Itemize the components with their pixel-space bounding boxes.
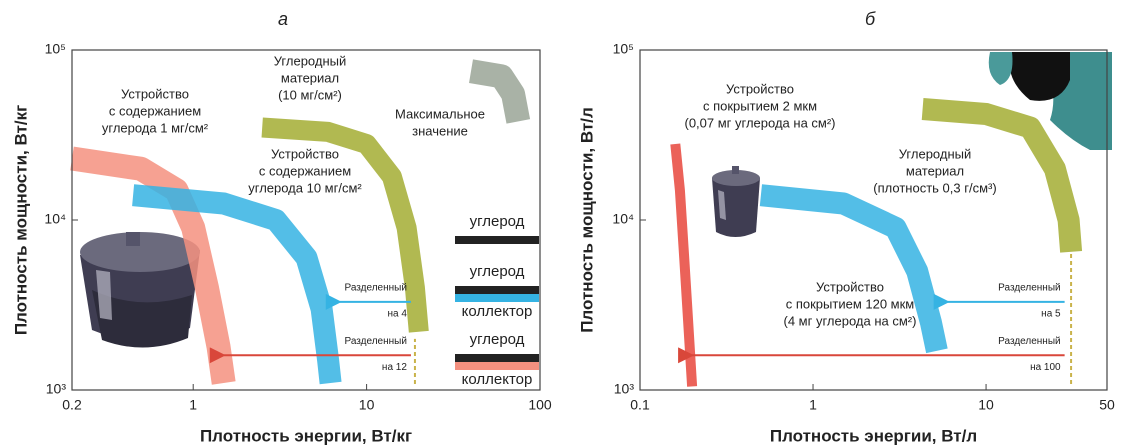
y-axis-label: Плотность мощности, Вт/л <box>577 107 596 333</box>
gloves-image <box>989 52 1112 150</box>
x-tick-label: 1 <box>809 397 817 413</box>
annotation: Устройство <box>816 279 884 294</box>
figure: а Плотность энергии, Вт/кг Плотность мощно… <box>0 0 1126 448</box>
annotation: Устройство <box>271 146 339 161</box>
arrow-label: на 5 <box>1041 308 1061 319</box>
x-tick-label: 0.1 <box>630 397 650 413</box>
annotation: с покрытием 2 мкм <box>703 98 817 113</box>
annotation: материал <box>281 70 339 85</box>
annotation: (4 мг углерода на см²) <box>784 313 917 328</box>
legend-swatch <box>455 362 539 370</box>
x-tick-label: 10 <box>359 397 375 413</box>
panel: а Плотность энергии, Вт/кг Плотность мощно… <box>11 9 551 446</box>
annotation: с содержанием <box>109 103 201 118</box>
legend-swatch <box>455 286 539 294</box>
annotation: (10 мг/см²) <box>278 87 342 102</box>
legend-swatch <box>455 236 539 244</box>
annotation: с содержанием <box>259 163 351 178</box>
panel-title: а <box>278 9 288 29</box>
arrow-label: Разделенный <box>344 336 406 347</box>
y-tick-label: 10³ <box>614 381 635 397</box>
annotation: Устройство <box>726 81 794 96</box>
annotation: Максимальное <box>395 106 485 121</box>
x-tick-label: 10 <box>978 397 994 413</box>
y-tick-label: 10⁵ <box>613 41 634 57</box>
arrow-label: на 12 <box>382 362 407 373</box>
y-tick-label: 10⁴ <box>612 211 634 227</box>
annotation: Устройство <box>121 86 189 101</box>
arrow-label: на 100 <box>1030 362 1061 373</box>
annotation: (плотность 0,3 г/см³) <box>873 180 996 195</box>
y-axis-label: Плотность мощности, Вт/кг <box>11 105 30 335</box>
annotation: углерода 1 мг/см² <box>102 120 209 135</box>
annotation: Углеродный <box>274 53 347 68</box>
arrow-label: Разделенный <box>344 282 406 293</box>
legend-label: углерод <box>470 213 525 230</box>
band <box>675 144 692 386</box>
legend-label: углерод <box>470 263 525 280</box>
y-tick-label: 10⁴ <box>44 211 66 227</box>
x-tick-label: 100 <box>528 397 552 413</box>
annotation: материал <box>906 163 964 178</box>
legend-label: коллектор <box>462 303 533 320</box>
x-tick-label: 1 <box>189 397 197 413</box>
arrow-label: Разделенный <box>998 282 1060 293</box>
arrow-label: Разделенный <box>998 336 1060 347</box>
device-image <box>712 166 760 237</box>
legend-label: коллектор <box>462 371 533 388</box>
annotation: Углеродный <box>899 146 972 161</box>
x-tick-label: 0.2 <box>62 397 82 413</box>
x-tick-label: 50 <box>1099 397 1115 413</box>
device-image <box>80 232 200 348</box>
legend-swatch <box>455 354 539 362</box>
y-tick-label: 10³ <box>46 381 67 397</box>
y-tick-label: 10⁵ <box>45 41 66 57</box>
panel-title: б <box>865 9 876 29</box>
annotation: углерода 10 мг/см² <box>248 180 362 195</box>
arrow-label: на 4 <box>387 308 407 319</box>
annotation: (0,07 мг углерода на см²) <box>684 115 835 130</box>
annotation: значение <box>412 123 468 138</box>
legend-swatch <box>455 294 539 302</box>
x-axis-label: Плотность энергии, Вт/кг <box>200 426 412 445</box>
annotation: с покрытием 120 мкм <box>786 296 915 311</box>
x-axis-label: Плотность энергии, Вт/л <box>770 426 977 445</box>
legend-label: углерод <box>470 331 525 348</box>
